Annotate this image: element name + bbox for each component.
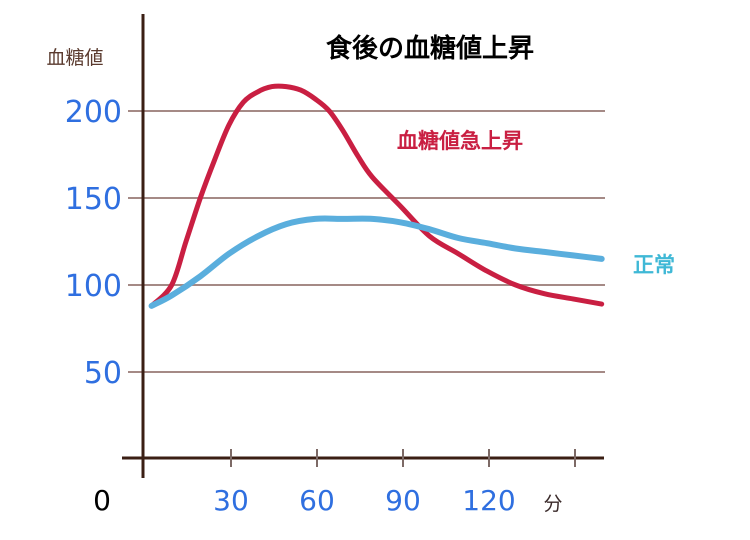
grid-layer — [128, 110, 605, 373]
x-tick-label-120: 120 — [462, 484, 515, 517]
y-tick-label-200: 200 — [65, 95, 122, 130]
x-tick-label-30: 30 — [213, 484, 249, 517]
series-label-0: 血糖値急上昇 — [397, 129, 523, 153]
x-tick-label-60: 60 — [299, 484, 335, 517]
tick-layer: 50 100 150 200 30 60 90 120 — [65, 95, 576, 517]
x-tick-label-90: 90 — [385, 484, 421, 517]
series-label-1: 正常 — [633, 253, 675, 277]
series-line-1 — [148, 215, 605, 309]
x-origin-label: 0 — [93, 484, 111, 517]
y-axis-label: 血糖値 — [46, 47, 103, 69]
y-tick-label-100: 100 — [65, 269, 122, 304]
series-line-0 — [149, 83, 605, 309]
x-axis-unit: 分 — [543, 493, 562, 515]
axis-layer — [122, 14, 604, 478]
y-tick-label-50: 50 — [84, 356, 122, 391]
chart-title: 食後の血糖値上昇 — [326, 33, 534, 64]
series-layer — [148, 83, 605, 309]
y-tick-label-150: 150 — [65, 182, 122, 217]
